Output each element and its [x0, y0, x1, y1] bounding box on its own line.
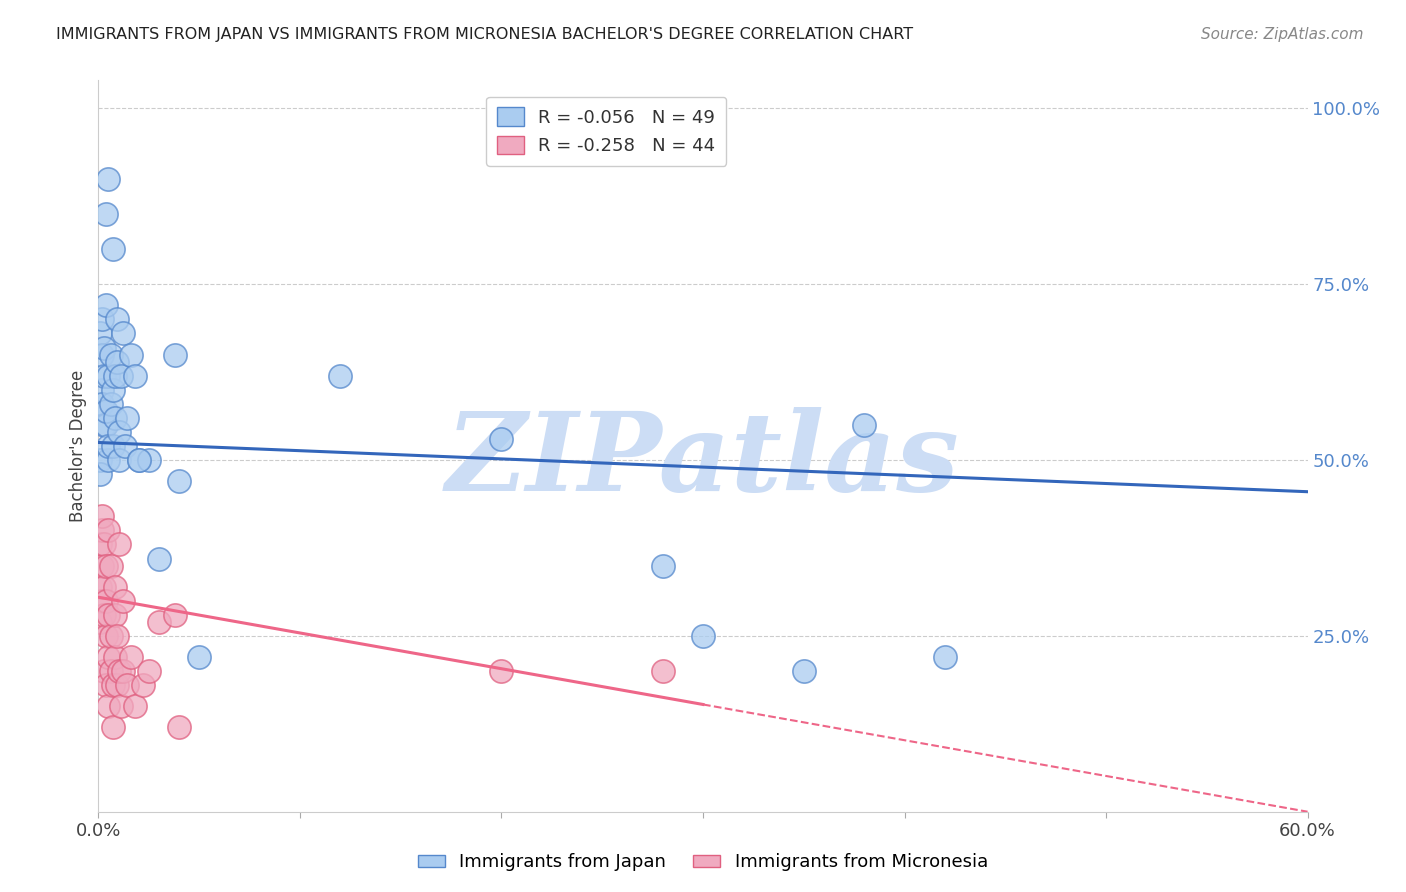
Point [651, 558, 673, 573]
Point [167, 474, 190, 488]
Point [100, 348, 122, 362]
Point [107, 425, 129, 439]
Point [101, 439, 124, 453]
Point [100, 558, 122, 573]
Point [89, 580, 111, 594]
Point [491, 432, 513, 446]
Point [97, 524, 120, 538]
Point [93, 341, 115, 355]
Point [103, 607, 125, 622]
Point [120, 348, 142, 362]
Point [491, 664, 513, 678]
Point [111, 326, 134, 341]
Text: ZIPatlas: ZIPatlas [446, 407, 960, 515]
Point [853, 417, 876, 432]
Point [167, 720, 190, 734]
Point [89, 453, 111, 467]
Point [329, 368, 352, 383]
Point [91, 524, 114, 538]
Point [103, 368, 125, 383]
Point [93, 664, 115, 678]
Point [148, 615, 170, 629]
Point [100, 629, 122, 643]
Point [89, 326, 111, 341]
Point [96, 298, 118, 312]
Point [93, 537, 115, 551]
Point [96, 417, 118, 432]
Point [97, 650, 120, 665]
Point [138, 453, 160, 467]
Point [91, 509, 114, 524]
Point [101, 678, 124, 692]
Point [934, 650, 956, 665]
Point [96, 404, 118, 418]
Legend: Immigrants from Japan, Immigrants from Micronesia: Immigrants from Japan, Immigrants from M… [411, 847, 995, 879]
Point [105, 629, 128, 643]
Point [93, 417, 115, 432]
Point [93, 607, 115, 622]
Point [107, 453, 129, 467]
Y-axis label: Bachelor's Degree: Bachelor's Degree [69, 370, 87, 522]
Point [110, 699, 132, 714]
Point [101, 383, 124, 397]
Text: IMMIGRANTS FROM JAPAN VS IMMIGRANTS FROM MICRONESIA BACHELOR'S DEGREE CORRELATIO: IMMIGRANTS FROM JAPAN VS IMMIGRANTS FROM… [56, 27, 914, 42]
Point [163, 348, 186, 362]
Legend: R = -0.056   N = 49, R = -0.258   N = 44: R = -0.056 N = 49, R = -0.258 N = 44 [486, 96, 727, 166]
Point [93, 580, 115, 594]
Point [148, 551, 170, 566]
Point [120, 650, 142, 665]
Point [91, 593, 114, 607]
Point [91, 312, 114, 326]
Point [97, 699, 120, 714]
Point [101, 720, 124, 734]
Point [103, 410, 125, 425]
Point [97, 171, 120, 186]
Point [105, 354, 128, 368]
Point [114, 439, 136, 453]
Point [96, 593, 118, 607]
Point [105, 678, 128, 692]
Point [105, 312, 128, 326]
Point [115, 410, 138, 425]
Point [96, 678, 118, 692]
Text: Source: ZipAtlas.com: Source: ZipAtlas.com [1201, 27, 1364, 42]
Point [97, 453, 120, 467]
Point [103, 650, 125, 665]
Point [91, 383, 114, 397]
Point [115, 678, 138, 692]
Point [96, 207, 118, 221]
Point [97, 439, 120, 453]
Point [91, 558, 114, 573]
Point [110, 368, 132, 383]
Point [111, 664, 134, 678]
Point [101, 242, 124, 256]
Point [107, 664, 129, 678]
Point [96, 629, 118, 643]
Point [107, 537, 129, 551]
Point [100, 397, 122, 411]
Point [188, 650, 211, 665]
Point [132, 678, 155, 692]
Point [97, 607, 120, 622]
Point [651, 664, 673, 678]
Point [692, 629, 714, 643]
Point [91, 348, 114, 362]
Point [128, 453, 150, 467]
Point [89, 467, 111, 482]
Point [124, 699, 146, 714]
Point [111, 593, 134, 607]
Point [91, 397, 114, 411]
Point [89, 537, 111, 551]
Point [103, 580, 125, 594]
Point [163, 607, 186, 622]
Point [97, 368, 120, 383]
Point [93, 368, 115, 383]
Point [96, 558, 118, 573]
Point [124, 368, 146, 383]
Point [128, 453, 150, 467]
Point [793, 664, 815, 678]
Point [89, 615, 111, 629]
Point [100, 664, 122, 678]
Point [138, 664, 160, 678]
